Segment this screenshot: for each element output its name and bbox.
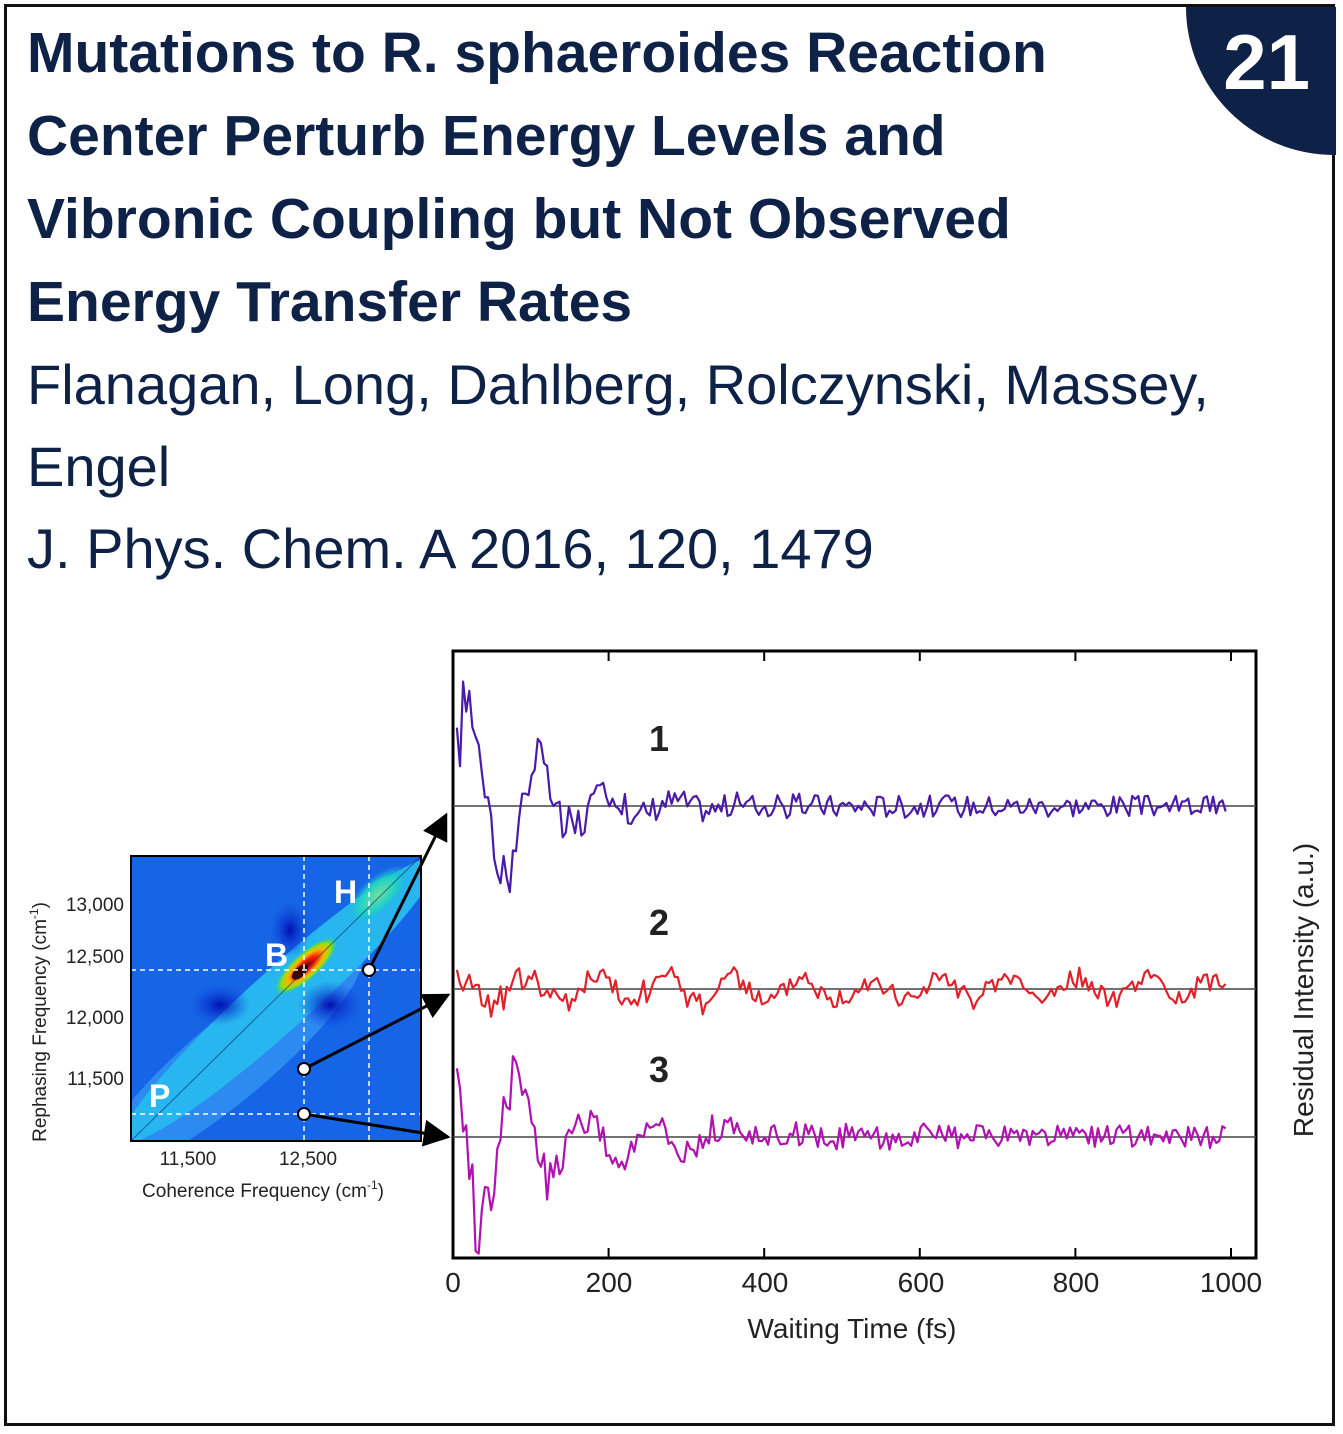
slide-frame [4, 4, 1335, 1426]
heatmap-peak-h [345, 865, 411, 925]
heatmap-diagonal-band [131, 857, 421, 1141]
heatmap-x-tick: 11,500 [160, 1149, 217, 1170]
heatmap-dark-region-1 [298, 981, 362, 1029]
heatmap-y-tick: 12,500 [66, 947, 124, 968]
peak-label-p: P [149, 1078, 170, 1114]
trace-2-line [455, 966, 1227, 1018]
trace-label-1: 1 [649, 718, 669, 759]
marked-points [297, 963, 376, 1121]
arrow-to-trace-2 [303, 993, 451, 1071]
paper-title: Mutations to R. sphaeroides Reaction Cen… [27, 21, 1047, 334]
residual-y-axis-label: Residual Intensity (a.u.) [1288, 843, 1319, 1137]
residual-x-tick-labels: 0 200 400 600 800 1000 [445, 1267, 1262, 1298]
heatmap-dark-region-3 [190, 985, 250, 1025]
heatmap-dark-region-2 [270, 902, 310, 958]
connector-arrows [303, 812, 451, 1147]
peak-label-h: H [334, 874, 357, 910]
trace-1-line [455, 680, 1227, 894]
residual-x-tick-label: 200 [586, 1267, 633, 1298]
heatmap-x-tick: 12,500 [279, 1149, 337, 1170]
peak-label-b: B [265, 937, 288, 973]
residual-x-axis-label: Waiting Time (fs) [748, 1313, 957, 1344]
heatmap-y-tick: 13,000 [66, 895, 124, 916]
arrow-to-trace-1 [367, 812, 448, 971]
residual-x-tick-label: 400 [742, 1267, 789, 1298]
residual-traces [455, 680, 1227, 1255]
heatmap-y-tick: 11,500 [67, 1069, 124, 1090]
heatmap-y-axis-label: Rephasing Frequency (cm-1) [27, 902, 51, 1142]
residual-x-tick-label: 1000 [1200, 1267, 1262, 1298]
paper-authors: Flanagan, Long, Dahlberg, Rolczynski, Ma… [27, 353, 1209, 498]
residual-x-ticks [452, 651, 1232, 1258]
heatmap-diagonal [131, 856, 421, 1141]
residual-panel: 1 2 3 0 200 400 600 800 1000 Waiting Tim… [445, 649, 1319, 1344]
trace-label-2: 2 [649, 902, 669, 943]
slide-number: 21 [1223, 18, 1310, 106]
residual-x-tick-label: 0 [445, 1267, 461, 1298]
trace-label-3: 3 [649, 1049, 669, 1090]
marked-point [297, 1062, 311, 1076]
heatmap-panel: B H P 13,000 12,500 12,000 11,500 11,500… [27, 855, 422, 1202]
residual-plot-border [451, 649, 1258, 1260]
heatmap-guides [131, 856, 421, 1141]
residual-baselines [453, 805, 1256, 1138]
trace-3-line [455, 1055, 1227, 1255]
heatmap-y-tick-labels: 13,000 12,500 12,000 11,500 [66, 895, 124, 1090]
paper-citation: J. Phys. Chem. A 2016, 120, 1479 [27, 517, 874, 580]
arrow-to-trace-3 [303, 1112, 451, 1147]
heatmap-x-axis-label: Coherence Frequency (cm-1) [142, 1178, 384, 1202]
marked-point [362, 963, 376, 977]
heatmap-x-tick-labels: 11,500 12,500 [160, 1149, 337, 1170]
heatmap-y-tick: 12,000 [66, 1008, 124, 1029]
residual-x-tick-label: 800 [1053, 1267, 1100, 1298]
marked-point [297, 1107, 311, 1121]
residual-x-tick-label: 600 [898, 1267, 945, 1298]
